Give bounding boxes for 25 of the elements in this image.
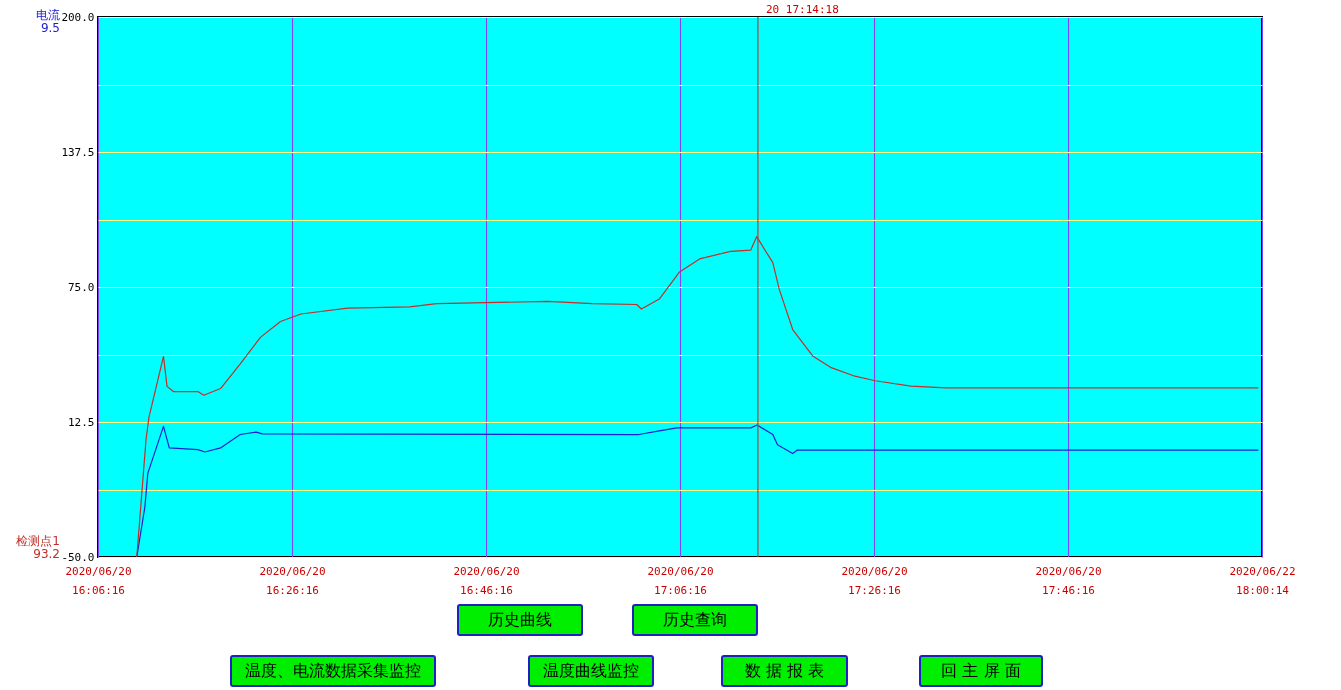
- x-tick-label: 2020/06/20 16:06:16: [65, 564, 132, 597]
- text: 历史曲线: [457, 604, 583, 636]
- y-tick-label: 200.0: [61, 10, 95, 24]
- line-series: [136, 236, 1259, 557]
- y-tick-label: -50.0: [61, 550, 95, 564]
- x-tick-label: 2020/06/22 18:00:14: [1229, 564, 1296, 597]
- text: 回 主 屏 面: [919, 655, 1043, 687]
- text: 93.2: [33, 547, 60, 561]
- ref-line-label: 20 17:14:18: [765, 3, 839, 16]
- x-tick-label: 2020/06/20 16:46:16: [453, 564, 520, 597]
- text: 检测点1: [16, 534, 60, 548]
- text: 历史查询: [632, 604, 758, 636]
- x-tick-label: 2020/06/20 17:46:16: [1035, 564, 1102, 597]
- x-tick-label: 2020/06/20 16:26:16: [259, 564, 326, 597]
- y-tick-label: 75.0: [68, 280, 95, 294]
- x-tick-label: 2020/06/20 17:26:16: [841, 564, 908, 597]
- x-tick-label: 2020/06/20 17:06:16: [647, 564, 714, 597]
- y-tick-label: 137.5: [61, 145, 95, 159]
- line-series: [136, 424, 1259, 557]
- text: 9.5: [40, 21, 60, 35]
- text: 温度、电流数据采集监控: [230, 655, 436, 687]
- text: 电流: [36, 8, 60, 22]
- text: 温度曲线监控: [528, 655, 654, 687]
- y-tick-label: 12.5: [68, 415, 95, 429]
- text: 数 据 报 表: [721, 655, 848, 687]
